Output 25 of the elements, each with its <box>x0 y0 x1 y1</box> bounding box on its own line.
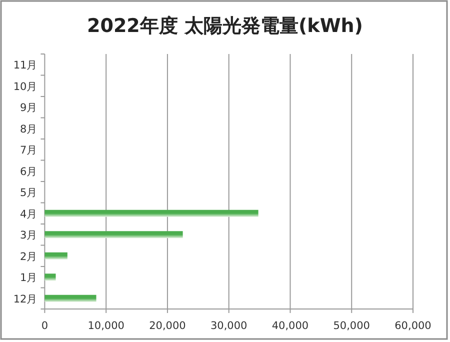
y-tick-label: 6月 <box>20 166 38 178</box>
bar <box>44 274 56 281</box>
bar <box>44 252 68 260</box>
y-tick-label: 1月 <box>20 272 38 284</box>
y-tick-label: 4月 <box>20 208 38 220</box>
x-tick-label: 10,000 <box>88 320 124 332</box>
x-tick-label: 40,000 <box>272 320 309 332</box>
y-tick-label: 2月 <box>20 250 38 263</box>
y-tick-label: 10月 <box>13 80 38 93</box>
x-tick-label: 50,000 <box>333 320 370 332</box>
bar <box>44 294 96 302</box>
y-tick-label: 7月 <box>20 144 38 157</box>
y-tick-label: 3月 <box>20 230 38 242</box>
y-tick-label: 12月 <box>13 293 38 306</box>
x-tick-label: 20,000 <box>149 320 186 332</box>
y-tick-label: 9月 <box>20 102 38 114</box>
x-tick-label: 60,000 <box>394 320 432 332</box>
bar <box>44 210 258 217</box>
chart-title: 2022年度 太陽光発電量(kWh) <box>87 15 363 37</box>
y-tick-label: 5月 <box>20 187 38 200</box>
x-tick-label: 0 <box>41 320 48 332</box>
bar <box>44 231 183 238</box>
x-tick-label: 30,000 <box>210 320 248 332</box>
y-tick-label: 11月 <box>13 60 38 72</box>
y-tick-label: 8月 <box>20 123 38 136</box>
